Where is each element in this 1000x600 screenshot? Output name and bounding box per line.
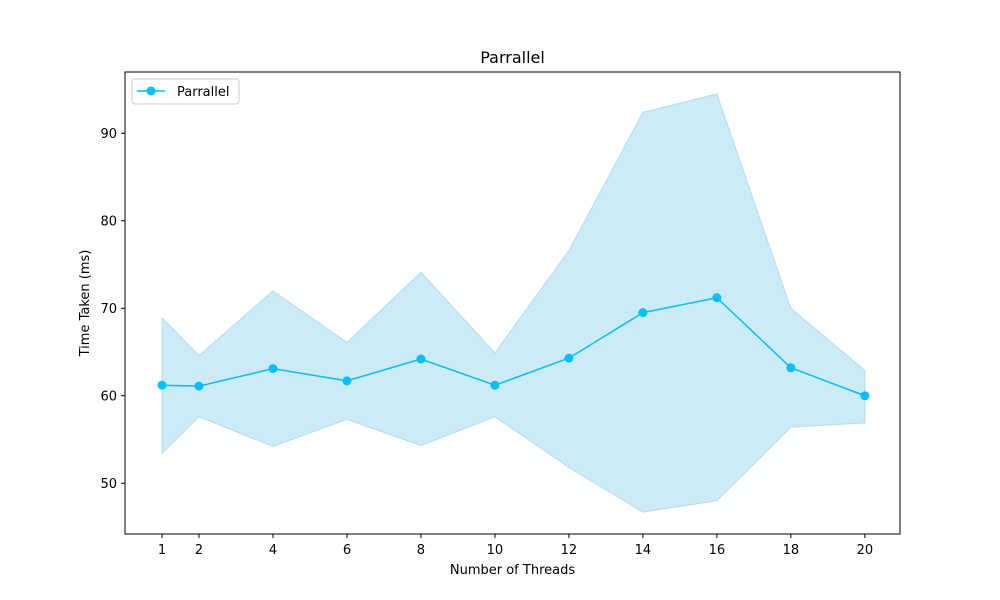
x-tick-label: 20 xyxy=(857,543,874,558)
x-tick-label: 8 xyxy=(417,543,425,558)
x-axis-ticks: 1 2 4 6 8 10 12 14 16 18 20 xyxy=(158,534,873,558)
series-marker-layer xyxy=(157,293,870,401)
chart-title: Parrallel xyxy=(480,48,545,67)
y-tick-label: 90 xyxy=(100,127,117,142)
x-tick-label: 6 xyxy=(343,543,351,558)
y-tick-label: 80 xyxy=(100,214,117,229)
confidence-band-layer xyxy=(161,93,866,513)
y-tick-label: 70 xyxy=(100,302,117,317)
data-point xyxy=(416,354,426,364)
y-axis-label: Time Taken (ms) xyxy=(78,250,93,358)
confidence-band xyxy=(161,93,866,513)
x-tick-label: 2 xyxy=(195,543,203,558)
data-point xyxy=(712,293,722,303)
x-tick-label: 16 xyxy=(709,543,726,558)
x-tick-label: 10 xyxy=(487,543,504,558)
data-point xyxy=(157,380,167,390)
plot-frame xyxy=(124,71,901,535)
x-tick-label: 4 xyxy=(269,543,277,558)
x-tick-label: 1 xyxy=(158,543,166,558)
legend: Parrallel xyxy=(131,78,240,105)
data-point xyxy=(342,376,352,386)
y-tick-label: 60 xyxy=(100,389,117,404)
legend-marker-swatch xyxy=(146,86,156,96)
legend-label: Parrallel xyxy=(177,85,229,100)
data-point xyxy=(860,391,870,401)
x-axis-label: Number of Threads xyxy=(450,563,575,578)
data-point xyxy=(564,353,574,363)
x-tick-label: 14 xyxy=(635,543,652,558)
x-tick-label: 12 xyxy=(561,543,578,558)
data-point xyxy=(268,364,278,374)
x-tick-label: 18 xyxy=(783,543,800,558)
data-point xyxy=(638,308,648,318)
data-point xyxy=(786,363,796,373)
y-axis-ticks: 50 60 70 80 90 xyxy=(100,127,125,492)
y-tick-label: 50 xyxy=(100,477,117,492)
data-point xyxy=(194,381,204,391)
data-point xyxy=(490,380,500,390)
legend-box xyxy=(131,78,240,105)
